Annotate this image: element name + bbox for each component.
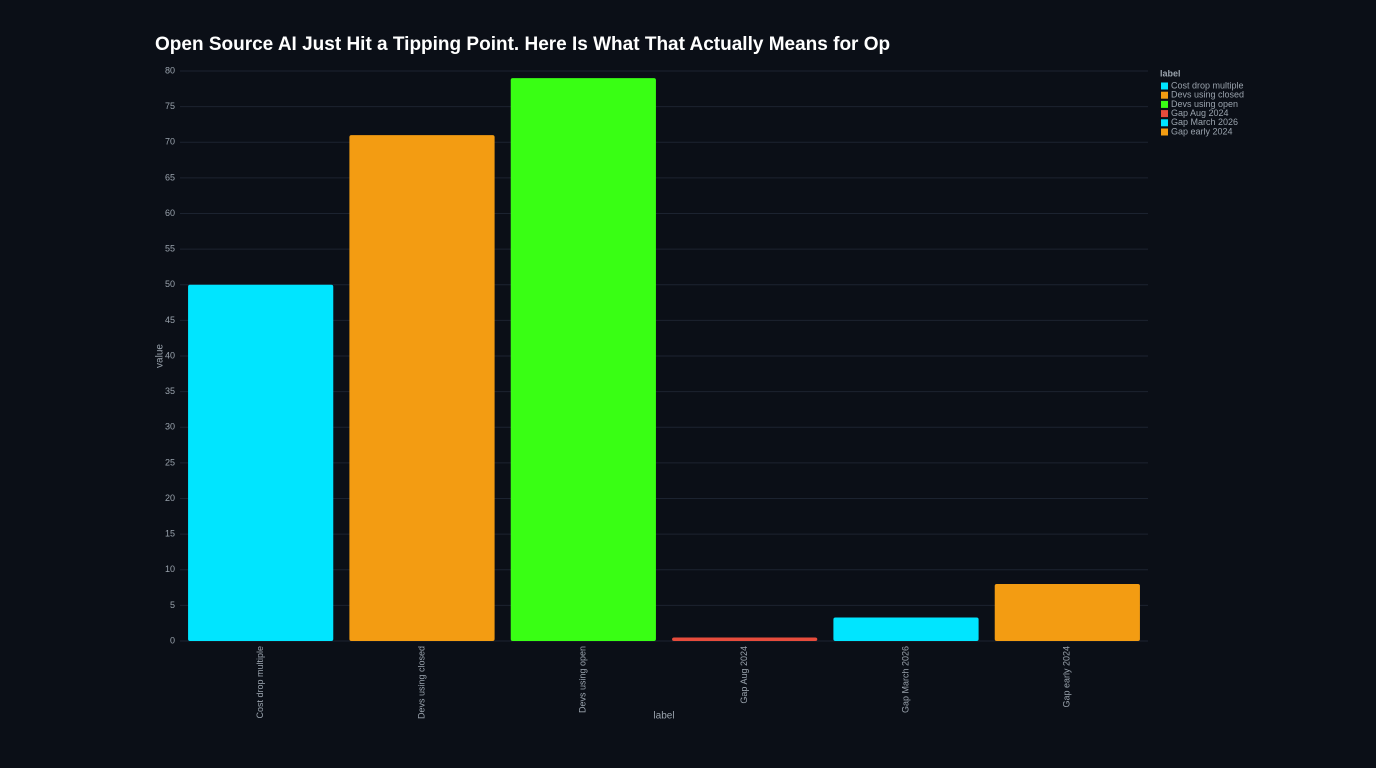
bar bbox=[188, 284, 334, 641]
y-tick-label: 0 bbox=[170, 635, 175, 645]
legend-swatch bbox=[1161, 91, 1168, 99]
y-tick-label: 40 bbox=[165, 350, 175, 360]
bar bbox=[672, 637, 818, 641]
chart-title: Open Source AI Just Hit a Tipping Point.… bbox=[155, 34, 890, 55]
y-tick-label: 55 bbox=[165, 244, 175, 254]
y-axis-title: value bbox=[155, 344, 166, 368]
x-tick-label: Gap early 2024 bbox=[1062, 646, 1072, 708]
y-tick-label: 10 bbox=[165, 564, 175, 574]
y-tick-label: 60 bbox=[165, 208, 175, 218]
y-tick-label: 70 bbox=[165, 137, 175, 147]
legend-label: Cost drop multiple bbox=[1171, 80, 1244, 90]
y-tick-label: 50 bbox=[165, 279, 175, 289]
legend-swatch bbox=[1161, 82, 1168, 90]
bar bbox=[510, 78, 656, 641]
legend-swatch bbox=[1161, 128, 1168, 136]
legend-label: Gap March 2026 bbox=[1171, 117, 1238, 127]
legend-label: Gap early 2024 bbox=[1171, 126, 1233, 136]
legend-swatch bbox=[1161, 119, 1168, 127]
legend-label: Gap Aug 2024 bbox=[1171, 108, 1229, 118]
legend-title: label bbox=[1160, 68, 1181, 78]
x-tick-label: Gap Aug 2024 bbox=[739, 646, 749, 704]
bar bbox=[833, 617, 979, 641]
y-tick-label: 30 bbox=[165, 422, 175, 432]
y-tick-label: 20 bbox=[165, 493, 175, 503]
x-tick-label: Devs using closed bbox=[416, 646, 426, 719]
legend-label: Devs using closed bbox=[1171, 90, 1244, 100]
x-tick-label: Devs using open bbox=[578, 646, 588, 713]
y-tick-label: 35 bbox=[165, 386, 175, 396]
bar bbox=[994, 584, 1140, 641]
legend-label: Devs using open bbox=[1171, 99, 1238, 109]
y-tick-label: 15 bbox=[165, 529, 175, 539]
y-tick-label: 25 bbox=[165, 457, 175, 467]
y-tick-label: 45 bbox=[165, 315, 175, 325]
y-tick-label: 80 bbox=[165, 65, 175, 75]
y-tick-label: 65 bbox=[165, 172, 175, 182]
bar bbox=[349, 135, 495, 641]
legend-swatch bbox=[1161, 100, 1168, 108]
legend-swatch bbox=[1161, 110, 1168, 118]
y-tick-label: 5 bbox=[170, 600, 175, 610]
y-tick-label: 75 bbox=[165, 101, 175, 111]
x-tick-label: Cost drop multiple bbox=[255, 646, 265, 719]
x-tick-label: Gap March 2026 bbox=[900, 646, 910, 713]
x-axis-title: label bbox=[653, 711, 674, 722]
